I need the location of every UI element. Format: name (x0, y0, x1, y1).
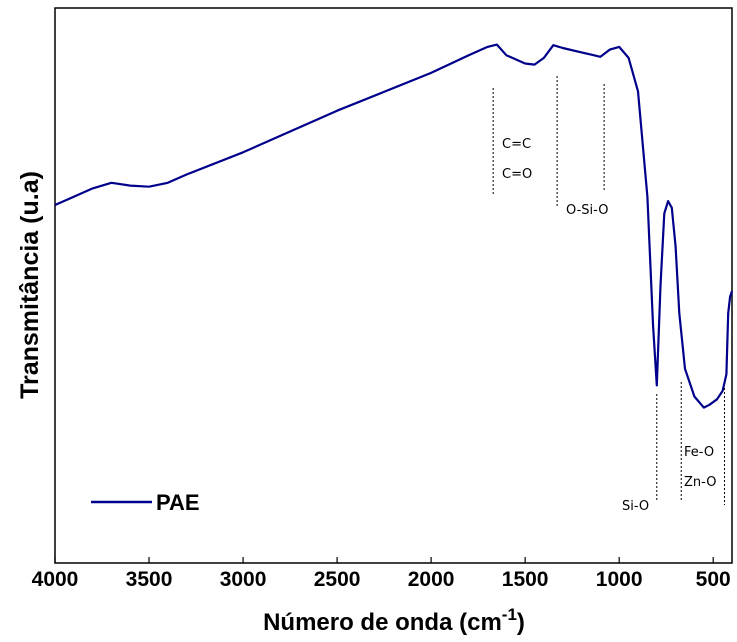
annotation-fe-o: Fe-O (684, 445, 714, 460)
annotation-si-o: Si-O (622, 499, 649, 514)
y-axis-title: Transmitância (u.a) (16, 171, 44, 399)
annotation-c-c: C=C (502, 137, 531, 152)
annotation-o-si-o: O-Si-O (566, 203, 608, 218)
plot-area-frame (54, 7, 733, 564)
x-tick-label: 3000 (220, 568, 267, 591)
x-tick-label: 2000 (408, 568, 455, 591)
x-tick-label: 1500 (502, 568, 549, 591)
annotation-c-o: C=O (502, 167, 532, 182)
annotation-zn-o: Zn-O (684, 475, 716, 490)
x-axis-title-end: ) (517, 609, 525, 636)
x-axis-ticks: 4000 3500 3000 2500 2000 1500 1000 500 (32, 557, 731, 591)
legend-label-pae: PAE (156, 490, 200, 515)
series-line-pae (54, 43, 734, 409)
x-tick-label: 500 (696, 568, 731, 591)
x-tick-label: 3500 (126, 568, 173, 591)
x-tick-label: 4000 (32, 568, 79, 591)
x-tick-label: 1000 (596, 568, 643, 591)
x-axis-title: Número de onda (cm-1) (263, 605, 525, 636)
marker-lines (492, 76, 725, 505)
x-axis-title-main: Número de onda (cm (263, 609, 502, 636)
x-tick-label: 2500 (314, 568, 361, 591)
x-axis-title-sup: -1 (502, 605, 517, 624)
